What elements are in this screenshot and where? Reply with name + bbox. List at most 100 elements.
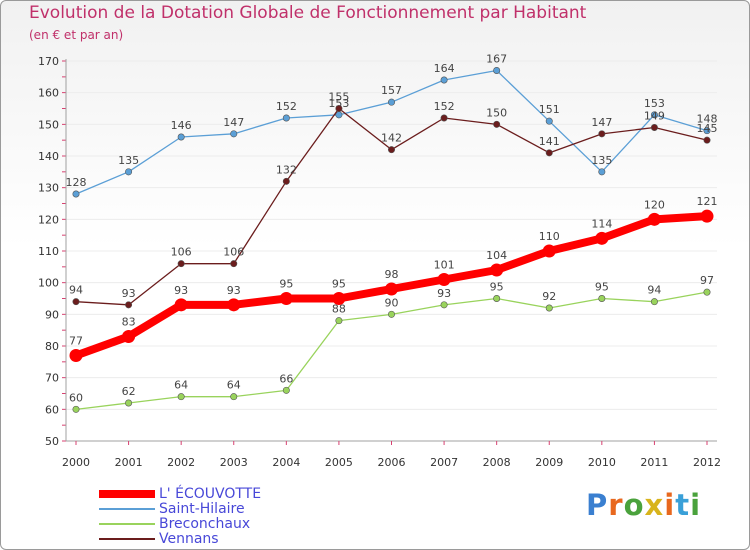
data-label-vennans: 150 xyxy=(486,106,507,119)
data-point-l-couvotte xyxy=(542,244,556,258)
data-label-breconchaux: 64 xyxy=(227,379,241,392)
legend-label: L' ÉCOUVOTTE xyxy=(159,485,262,502)
x-tick-label: 2004 xyxy=(272,456,300,469)
data-label-l-couvotte: 93 xyxy=(227,284,241,297)
data-label-l-couvotte: 114 xyxy=(591,217,612,230)
legend-item-breconchaux: Breconchaux xyxy=(99,515,261,532)
logo-letter: P xyxy=(586,488,609,522)
data-point-vennans xyxy=(650,124,658,132)
data-label-vennans: 152 xyxy=(434,100,455,113)
proxiti-logo: Proxiti xyxy=(586,488,701,522)
data-point-saint-hilaire xyxy=(440,76,448,84)
data-label-vennans: 132 xyxy=(276,163,297,176)
legend-item-l-couvotte: L' ÉCOUVOTTE xyxy=(99,485,262,502)
data-point-vennans xyxy=(282,177,290,185)
data-point-vennans xyxy=(440,114,448,122)
data-point-l-couvotte xyxy=(122,330,136,343)
data-point-breconchaux xyxy=(335,317,343,325)
logo-letter: o xyxy=(623,488,645,522)
data-point-breconchaux xyxy=(282,386,290,394)
data-label-breconchaux: 97 xyxy=(700,274,714,287)
data-label-breconchaux: 88 xyxy=(332,303,346,316)
data-point-saint-hilaire xyxy=(650,111,658,119)
data-label-saint-hilaire: 167 xyxy=(486,53,507,66)
data-point-breconchaux xyxy=(545,304,553,312)
data-label-vennans: 145 xyxy=(697,122,718,135)
data-point-breconchaux xyxy=(72,405,80,413)
data-point-l-couvotte xyxy=(490,263,504,277)
data-label-l-couvotte: 101 xyxy=(434,259,455,272)
data-label-saint-hilaire: 153 xyxy=(644,97,665,110)
x-tick-label: 2012 xyxy=(693,456,721,469)
data-point-breconchaux xyxy=(440,301,448,309)
data-point-saint-hilaire xyxy=(703,127,711,135)
data-label-l-couvotte: 95 xyxy=(332,278,346,291)
y-tick-label: 160 xyxy=(38,87,59,100)
logo-letter: x xyxy=(644,488,665,522)
y-tick-label: 140 xyxy=(38,150,59,163)
data-label-breconchaux: 93 xyxy=(437,287,451,300)
data-label-l-couvotte: 110 xyxy=(539,230,560,243)
data-label-breconchaux: 94 xyxy=(647,284,661,297)
legend-swatch xyxy=(99,489,155,498)
data-label-vennans: 142 xyxy=(381,132,402,145)
data-point-breconchaux xyxy=(387,310,395,318)
data-label-saint-hilaire: 157 xyxy=(381,84,402,97)
data-point-l-couvotte xyxy=(279,292,293,305)
legend-swatch xyxy=(99,507,155,510)
x-tick-label: 2000 xyxy=(62,456,90,469)
data-point-saint-hilaire xyxy=(230,130,238,138)
data-point-vennans xyxy=(703,136,711,144)
data-label-l-couvotte: 77 xyxy=(69,335,83,348)
data-label-breconchaux: 95 xyxy=(490,281,504,294)
data-point-breconchaux xyxy=(230,393,238,401)
data-point-l-couvotte xyxy=(385,282,398,296)
data-label-vennans: 93 xyxy=(122,287,136,300)
data-point-vennans xyxy=(177,260,185,268)
legend-swatch xyxy=(99,522,155,525)
legend-item-saint-hilaire: Saint-Hilaire xyxy=(99,500,261,517)
data-label-vennans: 149 xyxy=(644,110,665,123)
chart-title: Evolution de la Dotation Globale de Fonc… xyxy=(29,3,587,23)
data-point-saint-hilaire xyxy=(177,133,185,141)
data-point-vennans xyxy=(545,149,553,157)
legend-label: Breconchaux xyxy=(159,515,251,532)
data-point-breconchaux xyxy=(125,399,133,407)
data-point-breconchaux xyxy=(177,393,185,401)
legend-label: Saint-Hilaire xyxy=(159,500,245,517)
x-tick-label: 2002 xyxy=(167,456,195,469)
data-label-breconchaux: 62 xyxy=(122,385,136,398)
data-point-l-couvotte xyxy=(595,231,609,245)
legend: L' ÉCOUVOTTE Saint-Hilaire Breconchaux Venn… xyxy=(99,485,262,547)
legend-item-vennans: Vennans xyxy=(99,530,261,547)
data-point-l-couvotte xyxy=(227,298,241,312)
legend-label: Vennans xyxy=(159,530,219,547)
data-label-vennans: 106 xyxy=(223,246,244,259)
data-point-saint-hilaire xyxy=(72,190,80,198)
y-tick-label: 110 xyxy=(38,245,59,258)
data-label-l-couvotte: 98 xyxy=(385,268,399,281)
data-point-vennans xyxy=(230,260,238,268)
data-point-l-couvotte xyxy=(700,209,714,223)
logo-letter: r xyxy=(608,488,624,522)
data-label-breconchaux: 90 xyxy=(385,296,399,309)
y-tick-label: 50 xyxy=(45,435,59,448)
y-tick-label: 100 xyxy=(38,277,59,290)
x-tick-label: 2001 xyxy=(115,456,143,469)
data-label-vennans: 155 xyxy=(328,91,349,104)
data-label-saint-hilaire: 152 xyxy=(276,100,297,113)
y-tick-label: 80 xyxy=(45,340,59,353)
y-tick-label: 150 xyxy=(38,118,59,131)
data-label-vennans: 106 xyxy=(171,246,192,259)
data-point-l-couvotte xyxy=(437,273,451,286)
data-label-saint-hilaire: 148 xyxy=(697,113,718,126)
data-point-saint-hilaire xyxy=(282,114,290,122)
y-tick-label: 120 xyxy=(38,213,59,226)
y-tick-label: 90 xyxy=(45,308,59,321)
data-point-breconchaux xyxy=(598,294,606,302)
x-tick-label: 2009 xyxy=(535,456,563,469)
data-point-vennans xyxy=(387,146,395,154)
data-point-vennans xyxy=(598,130,606,138)
